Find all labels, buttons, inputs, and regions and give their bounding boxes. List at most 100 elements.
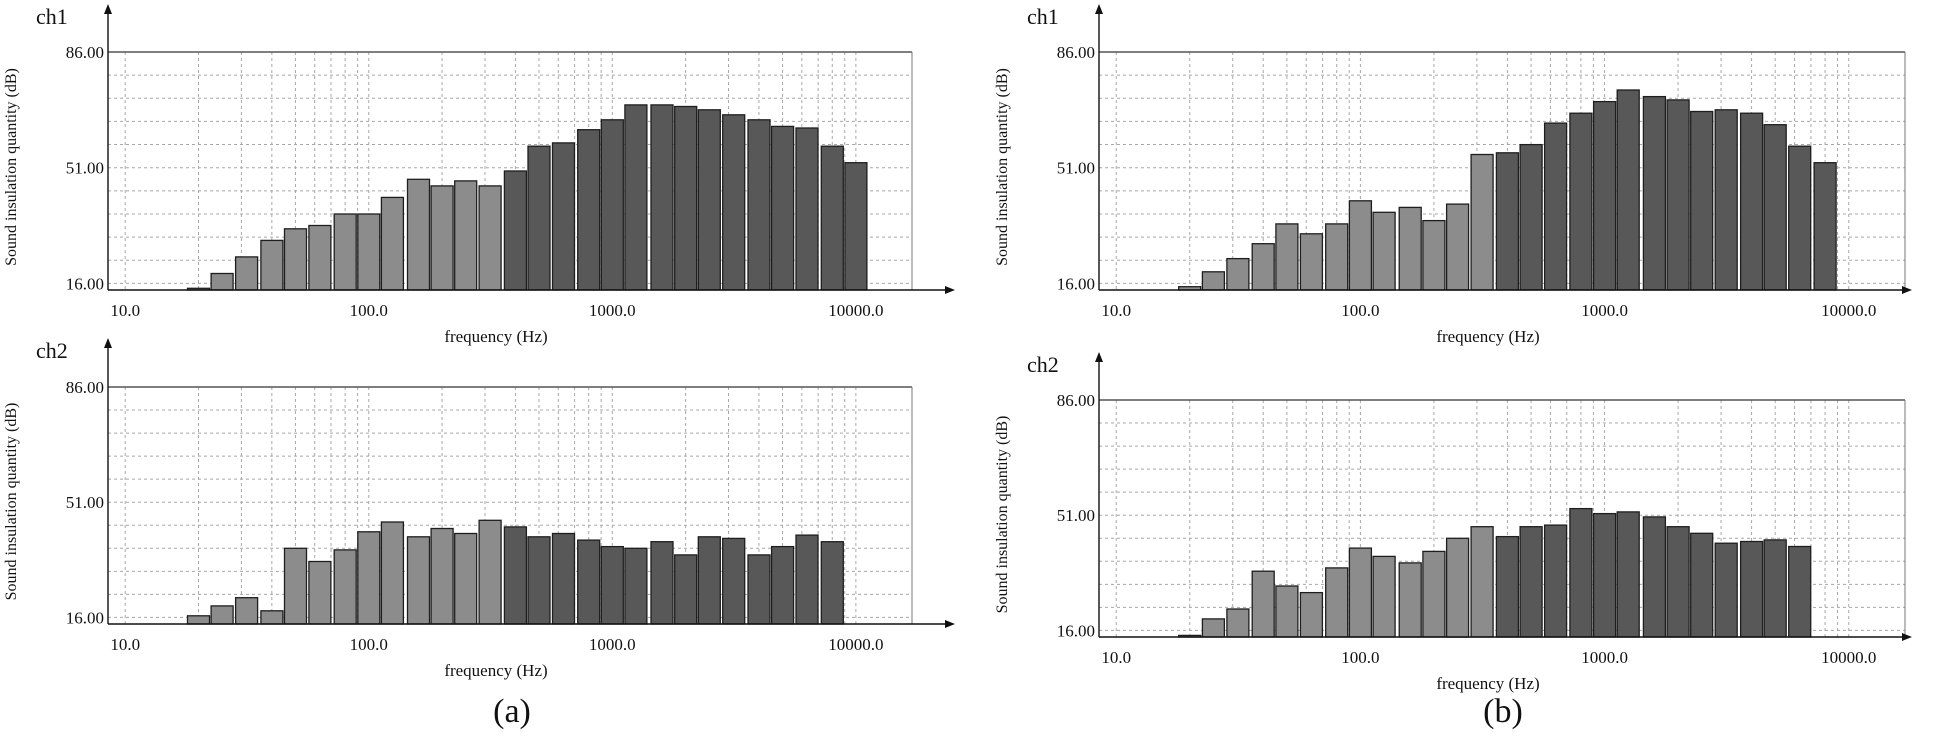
- bar-2000hz: [1666, 526, 1690, 638]
- x-axis-arrow: [945, 620, 955, 628]
- y-axis-arrow: [1095, 352, 1103, 362]
- y-tick-label: 16.00: [1057, 274, 1095, 293]
- x-axis-arrow: [1902, 633, 1912, 641]
- bar-1000hz: [1592, 512, 1617, 638]
- bar-50hz: [283, 228, 308, 291]
- bar-40hz: [260, 610, 284, 625]
- channel-label: ch1: [36, 4, 68, 29]
- bar-8000hz: [820, 145, 844, 291]
- y-tick-label: 51.00: [66, 159, 104, 178]
- bar-250hz: [454, 180, 478, 291]
- x-tick-label: 1000.0: [589, 635, 636, 654]
- bar-8000hz: [1813, 162, 1837, 291]
- chart-4: ch2 86.00 51.00 16.00 10.0 100.0 1000.0 10000.0…: [994, 352, 1912, 693]
- bar-500hz: [1519, 526, 1543, 638]
- channel-label: ch1: [1027, 4, 1059, 29]
- bar-160hz: [406, 536, 431, 625]
- bar-160hz: [1398, 562, 1422, 638]
- channel-label: ch2: [1027, 352, 1059, 377]
- chart-1: ch1 86.00 51.00 16.00 10.0 100.0 1000.0 10000.0…: [3, 4, 955, 346]
- bar-125hz: [380, 521, 405, 625]
- bar-1000hz: [600, 545, 624, 625]
- bar-125hz: [1372, 211, 1396, 291]
- bar-400hz: [503, 526, 528, 625]
- bar-315hz: [1470, 526, 1494, 638]
- bar-25hz: [1201, 271, 1226, 291]
- x-tick-label: 1000.0: [1581, 648, 1628, 667]
- bar-100hz: [1348, 547, 1373, 638]
- bar-63hz: [1299, 591, 1324, 638]
- bar-315hz: [1470, 153, 1494, 291]
- bar-3150hz: [1714, 109, 1738, 291]
- x-tick-label: 10000.0: [828, 301, 883, 320]
- x-axis-title: frequency (Hz): [444, 327, 547, 346]
- bar-400hz: [1495, 535, 1520, 638]
- panel-label-a: (a): [493, 693, 531, 730]
- bar-6300hz: [795, 127, 819, 291]
- bar-250hz: [1445, 537, 1470, 638]
- x-tick-label: 100.0: [1341, 648, 1379, 667]
- bar-1600hz: [650, 541, 674, 625]
- y-axis-title: Sound insulation quantity (dB): [994, 416, 1011, 614]
- x-tick-label: 100.0: [350, 301, 388, 320]
- bar-2000hz: [1666, 99, 1690, 291]
- bar-6300hz: [795, 534, 819, 625]
- bar-125hz: [1372, 555, 1396, 638]
- y-axis-arrow: [104, 4, 112, 14]
- y-tick-label: 86.00: [66, 43, 104, 62]
- bar-400hz: [503, 170, 528, 291]
- bar-2000hz: [674, 105, 698, 291]
- y-tick-label: 51.00: [1057, 506, 1095, 525]
- bar-100hz: [1348, 200, 1373, 291]
- bar-630hz: [551, 142, 576, 291]
- y-axis-arrow: [104, 338, 112, 348]
- y-axis-title: Sound insulation quantity (dB): [3, 68, 20, 266]
- y-axis-arrow: [1095, 4, 1103, 14]
- bar-100hz: [357, 213, 381, 291]
- bar-125hz: [380, 196, 405, 291]
- bar-63hz: [308, 224, 332, 291]
- y-tick-label: 51.00: [66, 493, 104, 512]
- bar-2500hz: [697, 536, 721, 625]
- bar-31.5hz: [1226, 608, 1250, 638]
- x-tick-label: 100.0: [1341, 301, 1379, 320]
- y-tick-label: 86.00: [1057, 391, 1095, 410]
- bar-3150hz: [722, 537, 746, 625]
- bar-800hz: [1569, 507, 1593, 638]
- bar-3150hz: [722, 114, 746, 291]
- bar-200hz: [1422, 550, 1446, 638]
- chart-2: ch2 86.00 51.00 16.00 10.0 100.0 1000.0 10000.0…: [3, 338, 955, 680]
- bar-1600hz: [1642, 95, 1667, 291]
- bar-2500hz: [697, 109, 721, 291]
- x-tick-label: 1000.0: [1581, 301, 1628, 320]
- x-tick-label: 10000.0: [1821, 648, 1876, 667]
- x-tick-label: 10.0: [1101, 301, 1131, 320]
- bar-630hz: [551, 532, 576, 625]
- x-tick-label: 1000.0: [589, 301, 636, 320]
- bar-500hz: [1519, 143, 1543, 291]
- bar-250hz: [1445, 203, 1470, 291]
- bar-1250hz: [1616, 89, 1640, 291]
- bar-80hz: [333, 213, 357, 291]
- y-tick-label: 86.00: [1057, 43, 1095, 62]
- bar-1250hz: [1616, 511, 1640, 638]
- y-axis-title: Sound insulation quantity (dB): [994, 68, 1011, 266]
- y-axis-title: Sound insulation quantity (dB): [3, 403, 20, 601]
- bar-4000hz: [747, 119, 771, 291]
- y-tick-label: 16.00: [66, 274, 104, 293]
- bar-1000hz: [1592, 100, 1617, 291]
- bar-2500hz: [1690, 532, 1714, 638]
- bar-1600hz: [1642, 516, 1667, 638]
- bar-500hz: [527, 536, 551, 625]
- bar-200hz: [430, 185, 454, 291]
- bar-160hz: [406, 178, 431, 291]
- bar-1600hz: [650, 104, 674, 291]
- bar-250hz: [454, 532, 478, 625]
- bar-25hz: [1201, 618, 1226, 638]
- x-axis-title: frequency (Hz): [444, 661, 547, 680]
- bar-80hz: [1325, 567, 1349, 638]
- bar-5000hz: [1763, 124, 1787, 291]
- bar-63hz: [308, 560, 332, 625]
- bar-50hz: [1275, 223, 1299, 291]
